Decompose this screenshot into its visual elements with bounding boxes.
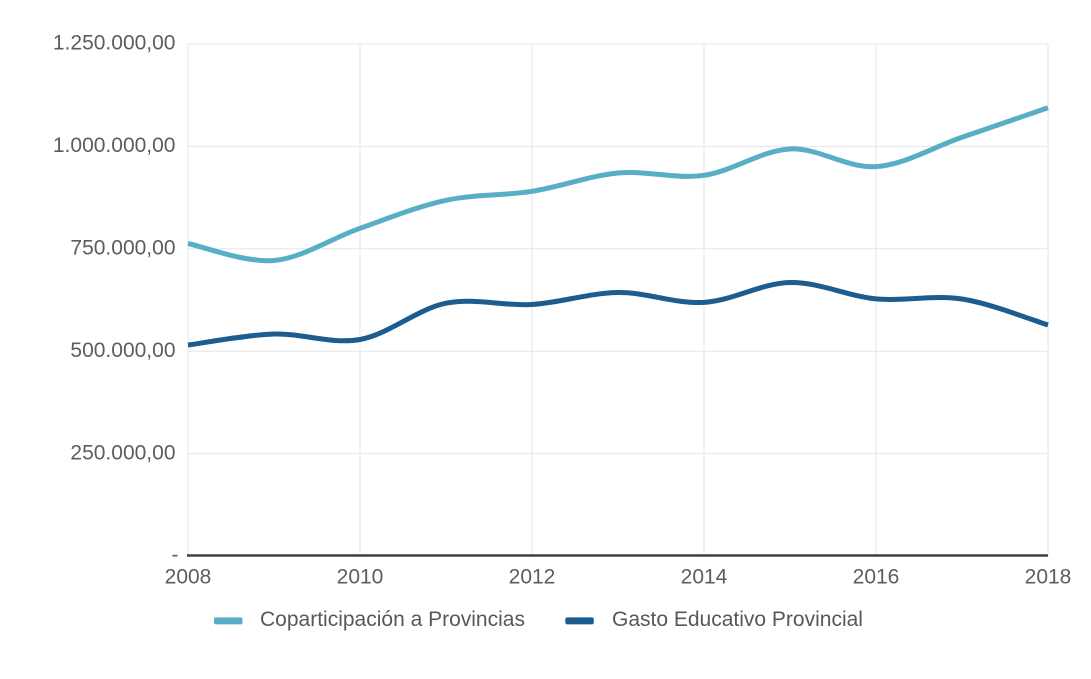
svg-text:2012: 2012: [509, 566, 556, 589]
svg-text:2008: 2008: [165, 566, 212, 589]
svg-text:750.000,00: 750.000,00: [70, 237, 175, 260]
svg-text:1.250.000,00: 1.250.000,00: [53, 32, 176, 55]
svg-text:Gasto Educativo Provincial: Gasto Educativo Provincial: [612, 608, 863, 631]
svg-text:2016: 2016: [853, 566, 900, 589]
svg-text:-: -: [172, 544, 179, 567]
svg-text:1.000.000,00: 1.000.000,00: [53, 134, 176, 157]
svg-text:500.000,00: 500.000,00: [70, 339, 175, 362]
svg-text:Coparticipación a Provincias: Coparticipación a Provincias: [260, 608, 525, 631]
svg-text:2018: 2018: [1025, 566, 1072, 589]
svg-text:2010: 2010: [337, 566, 384, 589]
svg-text:2014: 2014: [681, 566, 728, 589]
svg-text:250.000,00: 250.000,00: [70, 441, 175, 464]
